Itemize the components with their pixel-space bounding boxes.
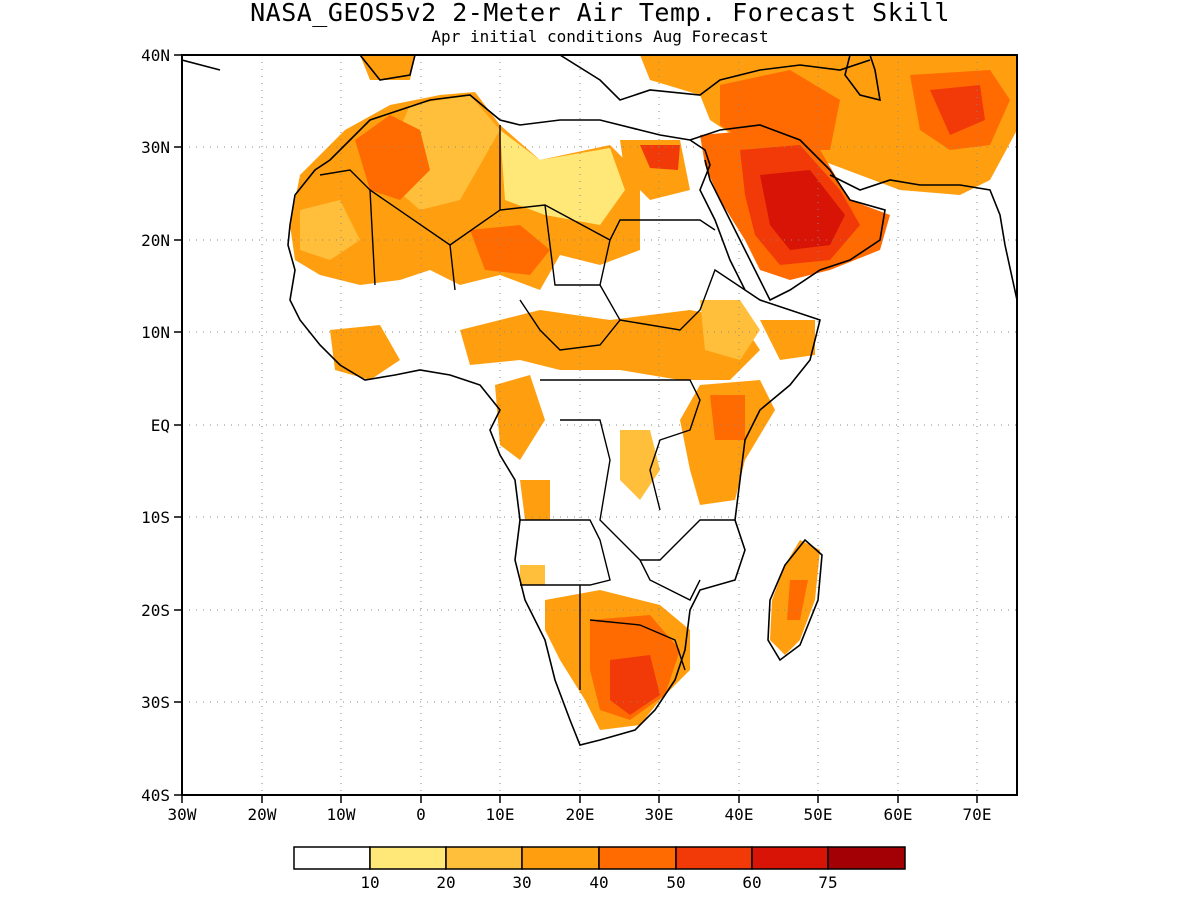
legend-label: 10 — [360, 873, 379, 892]
lon-tick: 40E — [725, 805, 754, 824]
legend-label: 50 — [666, 873, 685, 892]
lon-tick: 0 — [416, 805, 426, 824]
lon-tick: 20W — [248, 805, 277, 824]
lon-tick: 70E — [963, 805, 992, 824]
lat-tick: 10S — [141, 508, 170, 527]
legend-swatch — [675, 846, 753, 870]
country-borders — [319, 125, 746, 690]
lon-tick: 10E — [486, 805, 515, 824]
legend-swatch — [369, 846, 447, 870]
legend-swatch — [827, 846, 906, 870]
legend-label: 40 — [589, 873, 608, 892]
legend-label: 30 — [512, 873, 531, 892]
legend-swatch — [521, 846, 600, 870]
lon-tick: 10W — [327, 805, 356, 824]
legend-label: 60 — [742, 873, 761, 892]
color-legend: 10 20 30 40 50 60 75 — [293, 846, 906, 892]
tick-marks — [174, 54, 978, 803]
map-subtitle: Apr initial conditions Aug Forecast — [431, 27, 769, 46]
legend-label: 75 — [818, 873, 837, 892]
lat-tick: 10N — [141, 323, 170, 342]
lat-tick: 30N — [141, 138, 170, 157]
legend-swatch — [598, 846, 677, 870]
lat-tick: 20N — [141, 231, 170, 250]
legend-label: 20 — [436, 873, 455, 892]
lon-tick: 30W — [168, 805, 197, 824]
lat-tick: 40N — [141, 46, 170, 65]
legend-swatch — [751, 846, 829, 870]
coastlines — [182, 55, 1017, 746]
lat-tick: 30S — [141, 693, 170, 712]
lon-tick: 50E — [804, 805, 833, 824]
lat-tick: 20S — [141, 601, 170, 620]
lat-tick: 40S — [141, 786, 170, 805]
legend-swatch — [293, 846, 371, 870]
map-title: NASA_GEOS5v2 2-Meter Air Temp. Forecast … — [250, 0, 950, 27]
lon-tick: 30E — [645, 805, 674, 824]
lon-tick: 60E — [884, 805, 913, 824]
lon-labels: 30W 20W 10W 0 10E 20E 30E 40E 50E 60E 70… — [168, 805, 992, 824]
skill-shading — [290, 55, 1017, 730]
lat-tick: EQ — [151, 416, 170, 435]
lon-tick: 20E — [566, 805, 595, 824]
lat-labels: 40N 30N 20N 10N EQ 10S 20S 30S 40S — [141, 46, 170, 805]
legend-swatch — [445, 846, 523, 870]
